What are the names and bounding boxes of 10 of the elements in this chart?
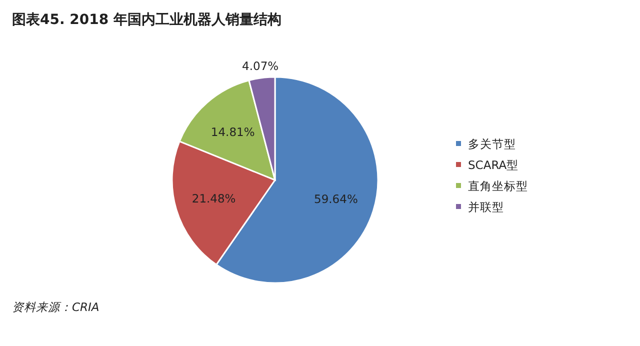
chart-title: 图表45. 2018 年国内工业机器人销量结构: [12, 12, 282, 28]
legend-label: 多关节型: [468, 137, 516, 151]
data-label: 4.07%: [242, 58, 279, 73]
legend-label: SCARA型: [468, 158, 519, 172]
legend-label: 直角坐标型: [468, 179, 528, 193]
data-label: 21.48%: [192, 191, 236, 206]
data-label: 14.81%: [210, 125, 255, 140]
text: 资料来源：CRIA: [12, 300, 100, 314]
data-label: 59.64%: [314, 192, 358, 206]
legend-label: 并联型: [468, 200, 504, 214]
